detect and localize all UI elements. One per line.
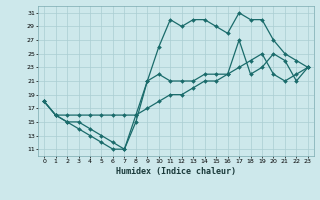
X-axis label: Humidex (Indice chaleur): Humidex (Indice chaleur) [116,167,236,176]
